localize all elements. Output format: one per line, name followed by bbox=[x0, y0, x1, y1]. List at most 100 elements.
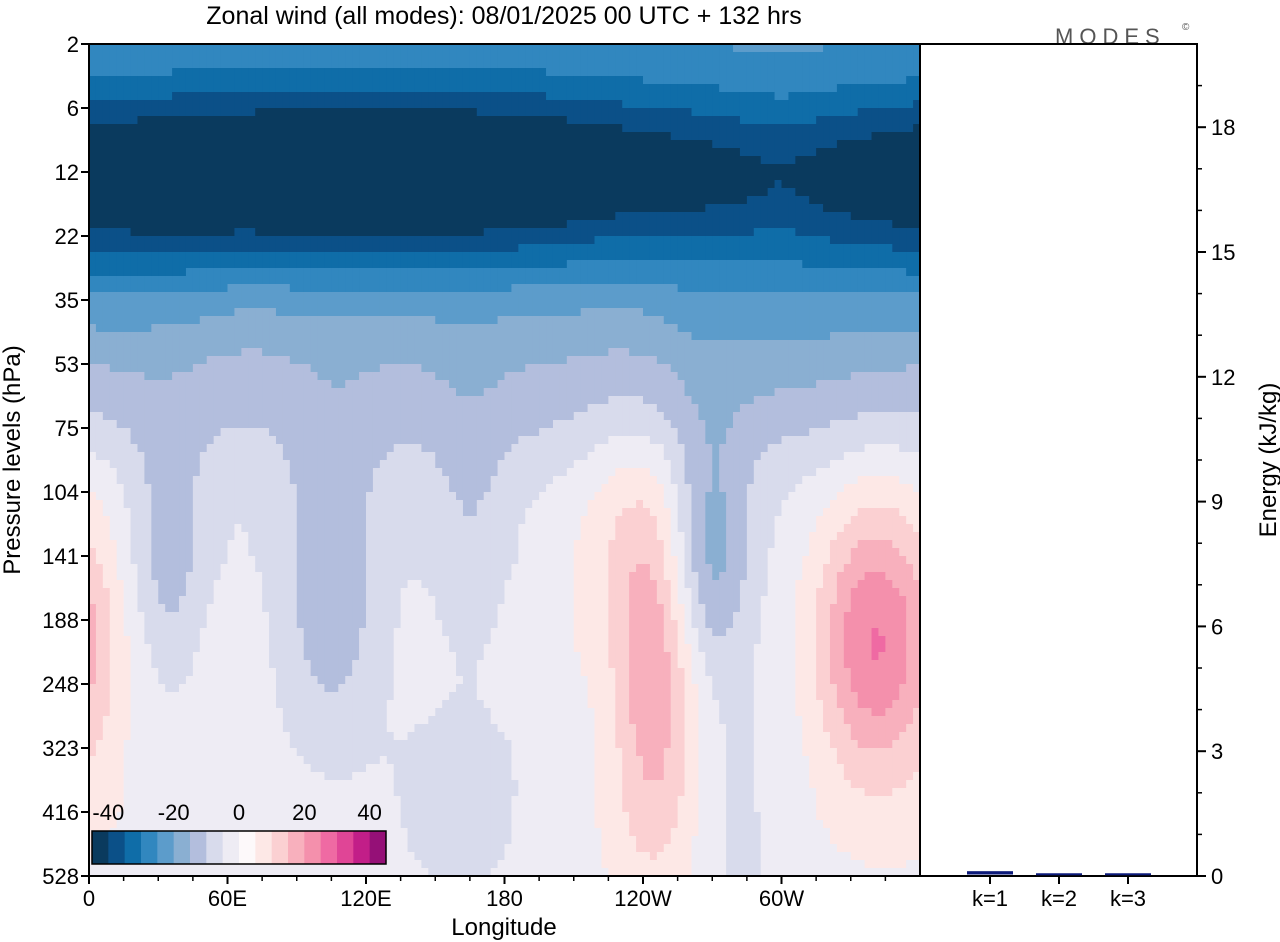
heatmap-cell bbox=[227, 276, 236, 285]
heatmap-cell bbox=[331, 340, 339, 349]
heatmap-cell bbox=[262, 172, 270, 181]
heatmap-cell bbox=[393, 68, 402, 77]
heatmap-cell bbox=[462, 372, 471, 381]
heatmap-cell bbox=[580, 236, 589, 245]
heatmap-cell bbox=[206, 92, 215, 101]
heatmap-cell bbox=[428, 252, 436, 261]
heatmap-cell bbox=[511, 188, 519, 197]
heatmap-cell bbox=[172, 300, 180, 309]
heatmap-cell bbox=[449, 292, 457, 301]
heatmap-cell bbox=[753, 44, 762, 53]
heatmap-cell bbox=[677, 196, 686, 205]
heatmap-cell bbox=[172, 212, 180, 221]
heatmap-cell bbox=[172, 132, 180, 141]
heatmap-cell bbox=[248, 324, 256, 333]
heatmap-cell bbox=[899, 300, 907, 309]
heatmap-cell bbox=[331, 116, 339, 125]
heatmap-cell bbox=[504, 340, 513, 349]
heatmap-cell bbox=[906, 76, 914, 85]
heatmap-cell bbox=[234, 92, 242, 101]
heatmap-cell bbox=[795, 204, 803, 213]
heatmap-cell bbox=[289, 100, 298, 109]
heatmap-cell bbox=[255, 188, 263, 197]
heatmap-cell bbox=[850, 148, 859, 157]
heatmap-cell bbox=[823, 116, 831, 125]
heatmap-cell bbox=[601, 268, 609, 277]
heatmap-cell bbox=[781, 100, 790, 109]
heatmap-cell bbox=[739, 204, 748, 213]
heatmap-cell bbox=[767, 292, 776, 301]
heatmap-cell bbox=[885, 284, 893, 293]
heatmap-cell bbox=[739, 316, 748, 325]
heatmap-cell bbox=[663, 116, 672, 125]
heatmap-cell bbox=[719, 316, 727, 325]
heatmap-cell bbox=[746, 92, 755, 101]
heatmap-cell bbox=[809, 292, 817, 301]
heatmap-cell bbox=[456, 180, 464, 189]
heatmap-cell bbox=[913, 316, 921, 325]
heatmap-cell bbox=[871, 84, 880, 93]
heatmap-cell bbox=[684, 84, 693, 93]
heatmap-cell bbox=[144, 204, 152, 213]
heatmap-cell bbox=[753, 188, 762, 197]
heatmap-cell bbox=[158, 92, 166, 101]
heatmap-cell bbox=[123, 68, 132, 77]
heatmap-cell bbox=[435, 116, 443, 125]
heatmap-cell bbox=[878, 164, 886, 173]
heatmap-cell bbox=[691, 252, 699, 261]
heatmap-cell bbox=[649, 188, 658, 197]
heatmap-cell bbox=[476, 180, 485, 189]
heatmap-cell bbox=[123, 188, 132, 197]
heatmap-cell bbox=[206, 340, 215, 349]
heatmap-cell bbox=[552, 212, 561, 221]
heatmap-cell bbox=[310, 372, 319, 381]
heatmap-cell bbox=[511, 228, 519, 237]
heatmap-cell bbox=[476, 68, 485, 77]
heatmap-cell bbox=[490, 140, 499, 149]
heatmap-cell bbox=[366, 68, 374, 77]
heatmap-cell bbox=[442, 228, 450, 237]
heatmap-cell bbox=[601, 276, 609, 285]
heatmap-cell bbox=[130, 76, 139, 85]
heatmap-cell bbox=[629, 364, 637, 373]
heatmap-cell bbox=[899, 252, 907, 261]
heatmap-cell bbox=[407, 92, 416, 101]
heatmap-cell bbox=[795, 68, 803, 77]
heatmap-cell bbox=[518, 244, 526, 253]
heatmap-cell bbox=[497, 132, 506, 141]
heatmap-cell bbox=[130, 108, 139, 117]
heatmap-cell bbox=[248, 76, 256, 85]
heatmap-cell bbox=[726, 180, 734, 189]
heatmap-cell bbox=[726, 212, 734, 221]
heatmap-cell bbox=[733, 276, 741, 285]
heatmap-cell bbox=[525, 252, 533, 261]
heatmap-cell bbox=[227, 84, 236, 93]
heatmap-cell bbox=[144, 148, 152, 157]
heatmap-cell bbox=[573, 308, 582, 317]
heatmap-cell bbox=[594, 148, 603, 157]
heatmap-cell bbox=[359, 156, 367, 165]
heatmap-cell bbox=[137, 228, 145, 237]
heatmap-cell bbox=[829, 172, 838, 181]
heatmap-cell bbox=[102, 252, 111, 261]
heatmap-cell bbox=[275, 292, 284, 301]
heatmap-cell bbox=[739, 172, 748, 181]
heatmap-cell bbox=[331, 156, 339, 165]
heatmap-cell bbox=[885, 108, 893, 117]
heatmap-cell bbox=[705, 364, 713, 373]
heatmap-cell bbox=[442, 124, 450, 133]
heatmap-cell bbox=[733, 324, 741, 333]
heatmap-cell bbox=[663, 212, 672, 221]
heatmap-cell bbox=[774, 252, 783, 261]
heatmap-cell bbox=[255, 100, 263, 109]
heatmap-cell bbox=[594, 196, 603, 205]
heatmap-cell bbox=[241, 292, 249, 301]
heatmap-cell bbox=[532, 100, 540, 109]
heatmap-cell bbox=[282, 340, 291, 349]
heatmap-cell bbox=[262, 332, 270, 341]
heatmap-cell bbox=[199, 204, 208, 213]
heatmap-cell bbox=[733, 172, 741, 181]
heatmap-cell bbox=[227, 164, 236, 173]
heatmap-cell bbox=[303, 276, 312, 285]
heatmap-cell bbox=[739, 132, 748, 141]
